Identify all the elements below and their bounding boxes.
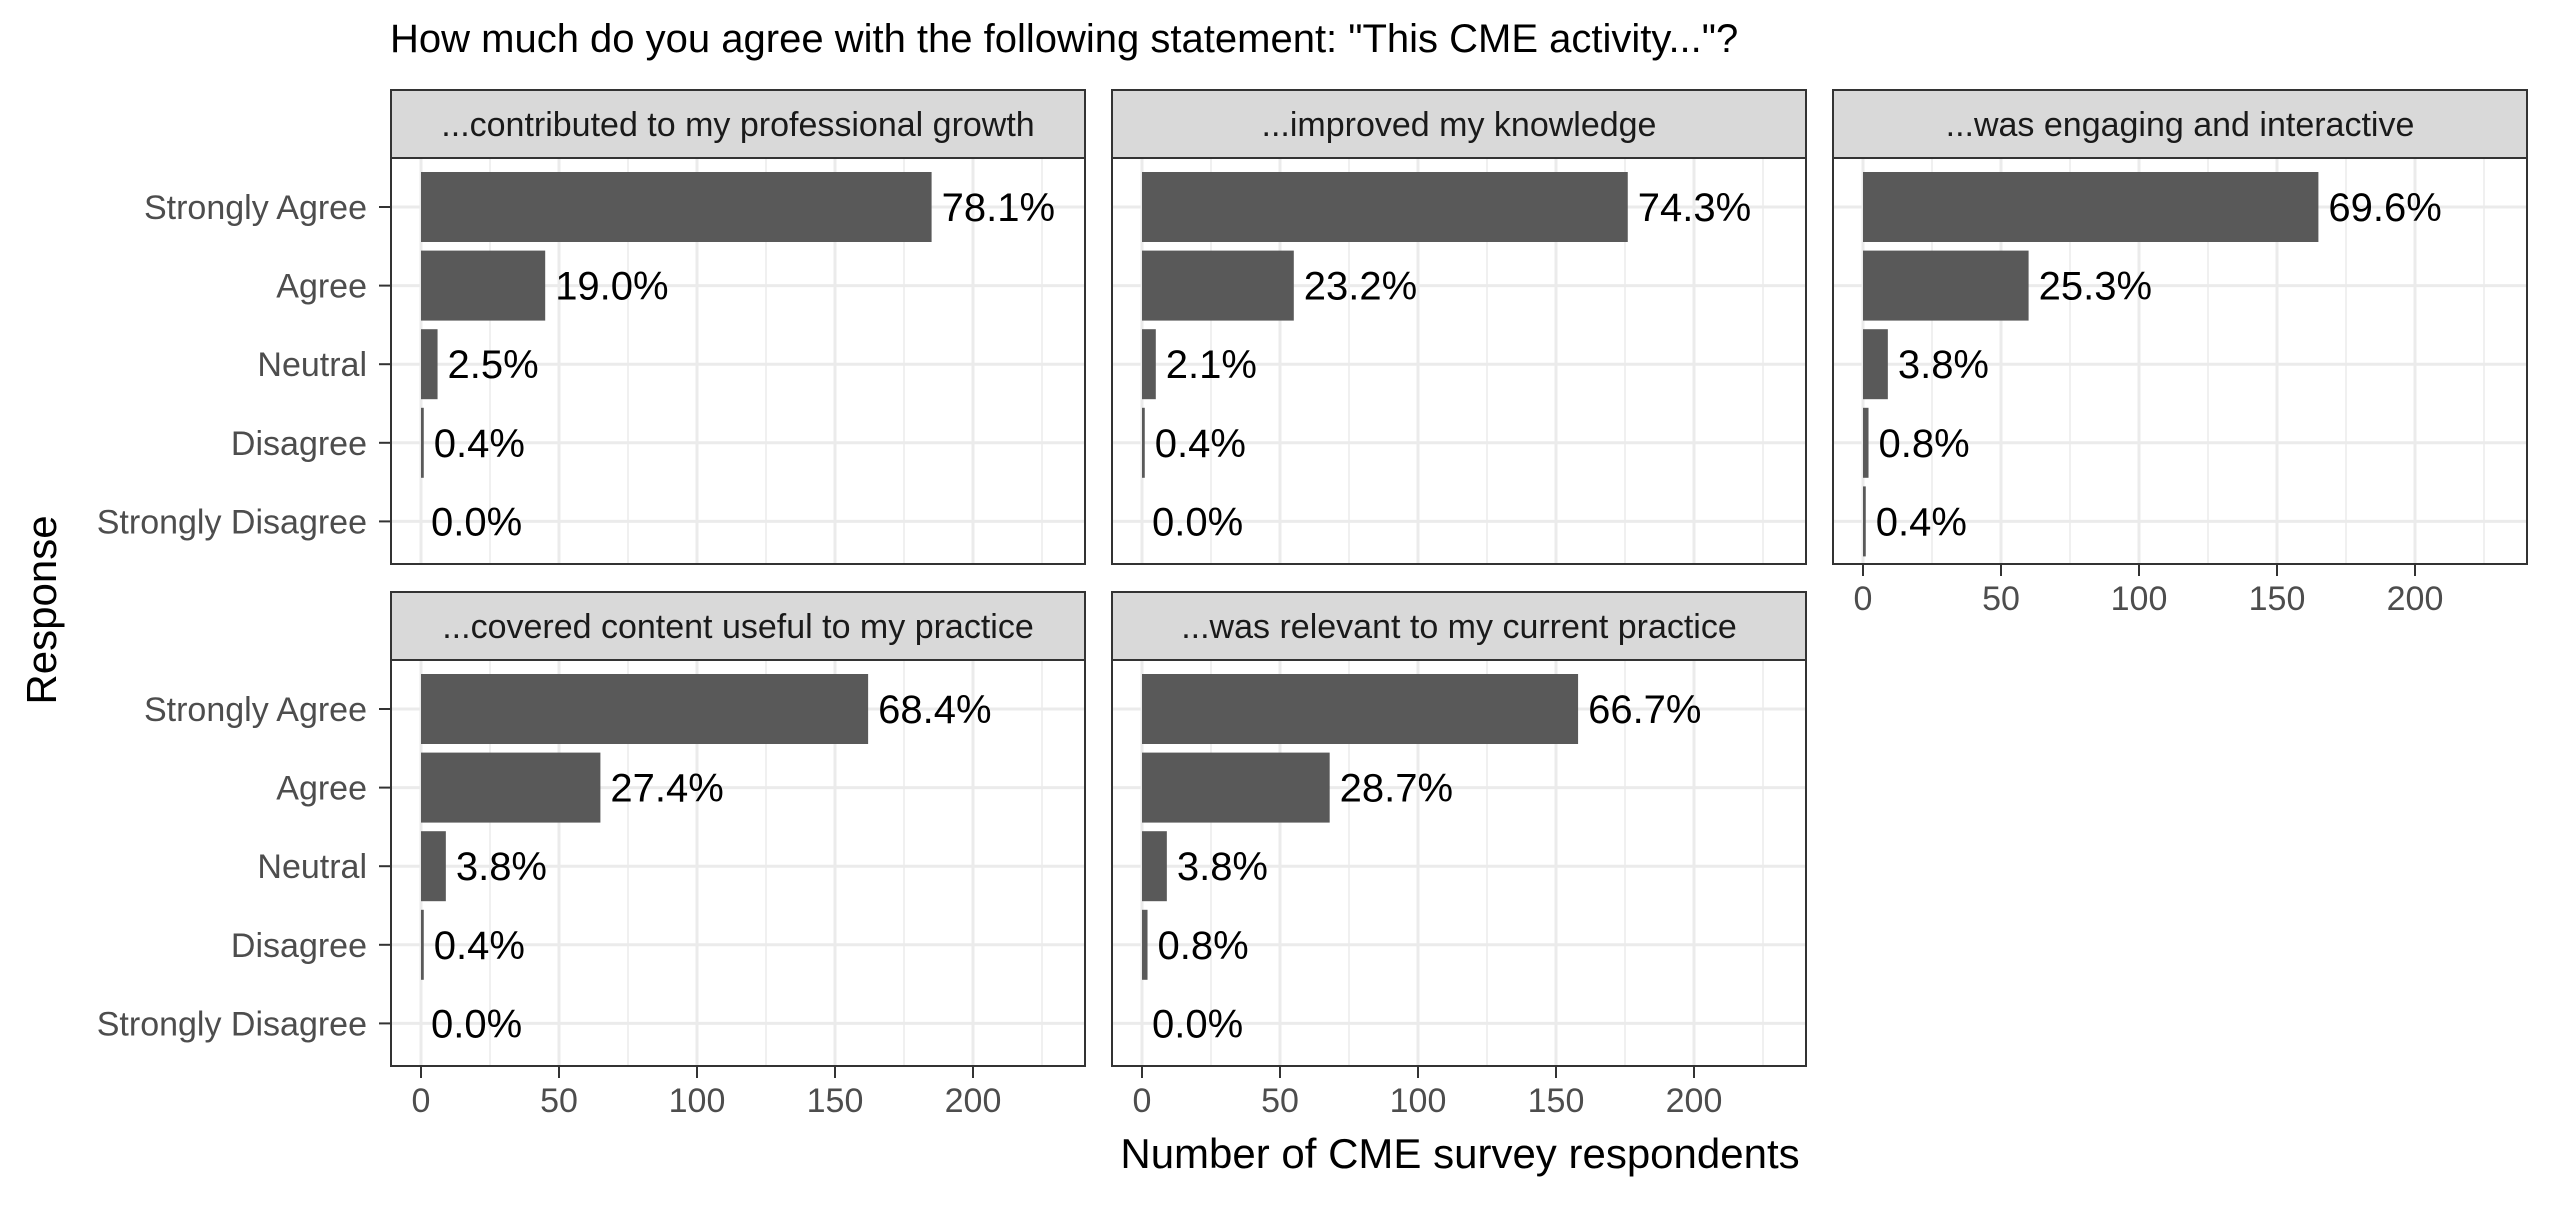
bar-data-label: 74.3%	[1638, 186, 1751, 230]
x-axis-title: Number of CME survey respondents	[1120, 1130, 1799, 1177]
bar-data-label: 66.7%	[1588, 688, 1701, 732]
bar-data-label: 78.1%	[942, 186, 1055, 230]
bar	[421, 752, 601, 823]
bar	[1142, 329, 1156, 400]
panel-border	[1111, 157, 1807, 565]
bar	[421, 172, 932, 242]
bar	[421, 909, 424, 980]
bar-data-label: 0.0%	[1152, 1002, 1243, 1046]
facet-panel-3: ...was engaging and interactive 69.6% 25.3…	[1832, 89, 2528, 618]
x-tick-label: 50	[540, 1082, 578, 1120]
bar-data-label: 3.8%	[1177, 845, 1268, 889]
bar-data-label: 19.0%	[555, 265, 668, 309]
facet-panel-2: ...improved my knowledge 74.3% 23.2% 2.1% 0.…	[1111, 89, 1807, 565]
bar	[1142, 752, 1330, 823]
x-tick-label: 200	[1666, 1082, 1723, 1120]
x-tick-label: 200	[2387, 580, 2444, 618]
bar-data-label: 3.8%	[456, 845, 547, 889]
y-tick-label: Neutral	[257, 346, 367, 384]
y-tick-label: Strongly Disagree	[97, 503, 367, 541]
facet-panel-5: ...was relevant to my current practice 66…	[1111, 591, 1807, 1120]
facet-strip-label: ...was relevant to my current practice	[1181, 608, 1737, 646]
bar	[1142, 250, 1294, 321]
bar-data-label: 0.4%	[434, 924, 525, 968]
y-tick-label: Disagree	[231, 425, 367, 463]
y-tick-label: Agree	[276, 770, 367, 808]
bar-data-label: 0.0%	[431, 500, 522, 544]
facet-strip-label: ...improved my knowledge	[1262, 106, 1657, 144]
bar-data-label: 28.7%	[1340, 767, 1453, 811]
bar-data-label: 0.4%	[434, 422, 525, 466]
facet-strip-label: ...contributed to my professional growth	[441, 106, 1034, 144]
bar-data-label: 2.5%	[448, 343, 539, 387]
bar-data-label: 3.8%	[1898, 343, 1989, 387]
facet-strip	[1111, 89, 1807, 159]
bar	[421, 407, 424, 478]
y-tick-label: Strongly Agree	[144, 691, 367, 729]
bar-data-label: 0.0%	[1152, 500, 1243, 544]
bar-data-label: 0.8%	[1158, 924, 1249, 968]
bar-data-label: 23.2%	[1304, 265, 1417, 309]
bar-data-label: 68.4%	[878, 688, 991, 732]
bar	[421, 329, 438, 400]
bar	[1142, 831, 1167, 902]
bar	[421, 831, 446, 902]
y-axis-title: Response	[18, 515, 65, 704]
bar-data-label: 25.3%	[2039, 265, 2152, 309]
panel-border	[390, 157, 1086, 565]
bar	[421, 674, 869, 744]
x-tick-label: 150	[1528, 1082, 1585, 1120]
y-tick-label: Strongly Agree	[144, 189, 367, 227]
x-tick-label: 200	[945, 1082, 1002, 1120]
x-tick-label: 0	[1854, 580, 1873, 618]
chart-title: How much do you agree with the following…	[390, 17, 1738, 61]
facet-panels: ...contributed to my professional growth…	[97, 89, 2528, 1120]
x-tick-label: 150	[807, 1082, 864, 1120]
bar	[1863, 329, 1888, 400]
facet-strip	[390, 591, 1086, 661]
x-tick-label: 0	[412, 1082, 431, 1120]
bar-data-label: 27.4%	[610, 767, 723, 811]
bar	[1863, 172, 2319, 242]
panel-border	[1111, 659, 1807, 1067]
bar-data-label: 69.6%	[2328, 186, 2441, 230]
bar	[1863, 407, 1869, 478]
facet-strip	[1832, 89, 2528, 159]
bar	[1142, 172, 1628, 242]
panel-border	[1832, 157, 2528, 565]
bar	[1863, 250, 2029, 321]
bar-data-label: 0.4%	[1155, 422, 1246, 466]
y-tick-label: Disagree	[231, 927, 367, 965]
facet-panel-1: ...contributed to my professional growth…	[97, 89, 1086, 565]
x-tick-label: 100	[2111, 580, 2168, 618]
facet-strip-label: ...covered content useful to my practice	[442, 608, 1034, 646]
x-tick-label: 0	[1133, 1082, 1152, 1120]
facet-strip	[390, 89, 1086, 159]
y-tick-label: Agree	[276, 268, 367, 306]
x-tick-label: 100	[1390, 1082, 1447, 1120]
y-tick-label: Strongly Disagree	[97, 1005, 367, 1043]
bar-data-label: 0.0%	[431, 1002, 522, 1046]
bar-data-label: 0.4%	[1876, 500, 1967, 544]
y-tick-label: Neutral	[257, 848, 367, 886]
x-tick-label: 50	[1982, 580, 2020, 618]
bar-data-label: 0.8%	[1879, 422, 1970, 466]
bar	[1863, 486, 1866, 557]
facet-strip	[1111, 591, 1807, 661]
bar	[1142, 674, 1579, 744]
x-tick-label: 50	[1261, 1082, 1299, 1120]
panel-border	[390, 659, 1086, 1067]
x-tick-label: 150	[2249, 580, 2306, 618]
facet-panel-4: ...covered content useful to my practice…	[97, 591, 1086, 1120]
bar	[1142, 909, 1148, 980]
x-tick-label: 100	[669, 1082, 726, 1120]
bar	[421, 250, 546, 321]
bar-data-label: 2.1%	[1166, 343, 1257, 387]
bar	[1142, 407, 1145, 478]
facet-strip-label: ...was engaging and interactive	[1946, 106, 2415, 144]
